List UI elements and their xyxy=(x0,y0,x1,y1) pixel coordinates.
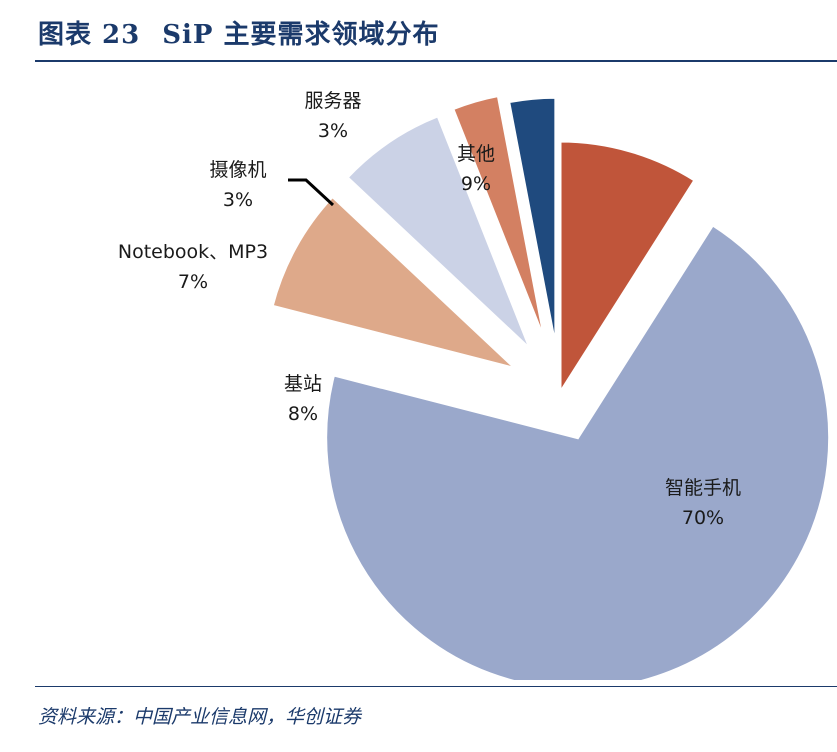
leader-line-camera xyxy=(288,178,335,207)
pie-chart: 其他 9% 智能手机 70% 基站 8% Notebook、MP3 7% 摄像机 3% 服务器 3% xyxy=(118,90,832,680)
slice-value-notebook-mp3: 7% xyxy=(178,271,208,293)
leader-lines xyxy=(288,178,335,207)
slice-label-camera: 摄像机 xyxy=(209,159,266,181)
pie-slice-server xyxy=(506,95,558,350)
pie-slice-smartphone xyxy=(324,222,832,680)
slice-value-smartphone: 70% xyxy=(682,507,724,529)
slice-label-other: 其他 xyxy=(457,143,495,165)
slice-label-smartphone: 智能手机 xyxy=(665,477,741,499)
chart-title: SiP 主要需求领域分布 xyxy=(162,20,440,50)
slice-label-base-station: 基站 xyxy=(284,373,322,395)
slice-value-other: 9% xyxy=(461,173,491,195)
pie-slice-base-station xyxy=(270,194,518,371)
pie-slice-other xyxy=(558,139,698,399)
footer-divider xyxy=(35,686,837,687)
slice-value-server: 3% xyxy=(318,120,348,142)
figure-label: 图表 23 xyxy=(38,20,141,50)
slice-labels: 其他 9% 智能手机 70% 基站 8% Notebook、MP3 7% 摄像机 3% 服务器 3% xyxy=(118,90,741,529)
slice-label-notebook-mp3: Notebook、MP3 xyxy=(118,241,268,263)
pie-slice-notebook-mp3 xyxy=(344,113,533,352)
slice-label-server: 服务器 xyxy=(304,90,361,112)
slice-value-base-station: 8% xyxy=(288,403,318,425)
source-note: 资料来源：中国产业信息网，华创证券 xyxy=(38,706,362,728)
pie-slice-camera xyxy=(450,93,547,344)
slice-value-camera: 3% xyxy=(223,189,253,211)
pie-slices xyxy=(270,93,832,680)
title-divider xyxy=(35,60,837,62)
figure-title: 图表 23 SiP 主要需求领域分布 xyxy=(38,14,440,51)
